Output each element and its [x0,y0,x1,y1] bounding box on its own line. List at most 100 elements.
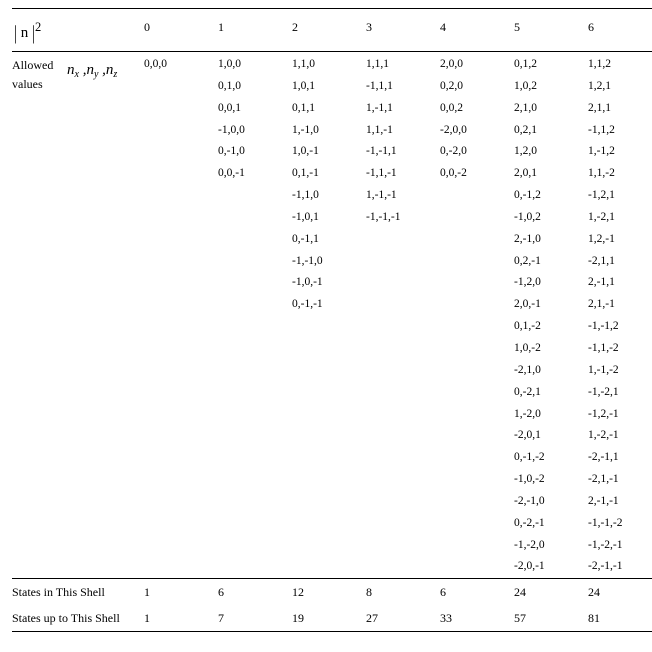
col-4: 4 [440,9,514,52]
triplet-value: -1,1,2 [588,120,652,142]
triplet-value: -1,-1,0 [292,251,366,273]
triplet-value: 2,-1,1 [588,272,652,294]
sis-0: 1 [144,579,218,606]
triplet-value: 2,-1,-1 [588,491,652,513]
allowed-label-1: Allowed [12,56,67,75]
triplet-value: 1,-1,2 [588,141,652,163]
triplet-value: 1,0,-1 [292,141,366,163]
triplet-value: 1,0,1 [292,76,366,98]
triplet-value: 0,2,-1 [514,251,588,273]
nxyz-symbol: nx ,ny ,nz [67,62,117,78]
triplet-value: -1,1,-2 [588,338,652,360]
triplet-value: -1,-2,1 [588,382,652,404]
triplet-value: 2,1,1 [588,98,652,120]
sus-6: 81 [588,605,652,632]
triplet-value: -1,2,1 [588,185,652,207]
triplet-value: 0,2,1 [514,120,588,142]
sis-6: 24 [588,579,652,606]
triplet-value: 1,0,0 [218,54,292,76]
sis-5: 24 [514,579,588,606]
triplets-col-3: 1,1,1-1,1,11,-1,11,1,-1-1,-1,1-1,1,-11,-… [366,52,440,579]
triplet-value: 1,1,-1 [366,120,440,142]
triplet-value: 0,-2,1 [514,382,588,404]
sis-4: 6 [440,579,514,606]
triplet-value: 1,2,1 [588,76,652,98]
triplet-value: 0,0,-2 [440,163,514,185]
triplet-value: -2,1,-1 [588,469,652,491]
sus-0: 1 [144,605,218,632]
triplet-value: -1,0,-2 [514,469,588,491]
triplet-value: 0,1,2 [514,54,588,76]
triplet-value: 1,-2,-1 [588,425,652,447]
col-1: 1 [218,9,292,52]
triplet-value: 1,1,2 [588,54,652,76]
triplets-col-5: 0,1,21,0,22,1,00,2,11,2,02,0,10,-1,2-1,0… [514,52,588,579]
allowed-values-row: Allowed values nx ,ny ,nz 0,0,0 1,0,00,1… [12,52,652,579]
triplet-value: 2,0,-1 [514,294,588,316]
triplet-value: -2,1,1 [588,251,652,273]
triplet-value: 0,0,2 [440,98,514,120]
triplet-value: 1,1,-2 [588,163,652,185]
triplet-value: 2,1,0 [514,98,588,120]
triplet-value: 0,-1,-2 [514,447,588,469]
col-5: 5 [514,9,588,52]
triplet-value: 0,-2,0 [440,141,514,163]
triplet-value: 0,-1,0 [218,141,292,163]
states-upto-shell-label: States up to This Shell [12,605,144,632]
triplet-value: 1,2,-1 [588,229,652,251]
sus-1: 7 [218,605,292,632]
triplets-col-0: 0,0,0 [144,52,218,579]
triplet-value: -1,0,-1 [292,272,366,294]
triplet-value: -2,1,0 [514,360,588,382]
sis-2: 12 [292,579,366,606]
col-2: 2 [292,9,366,52]
triplet-value: 0,0,1 [218,98,292,120]
sis-3: 8 [366,579,440,606]
triplet-value: 1,-1,-2 [588,360,652,382]
sus-5: 57 [514,605,588,632]
sus-3: 27 [366,605,440,632]
triplet-value: -1,-1,2 [588,316,652,338]
triplet-value: 0,1,-2 [514,316,588,338]
triplet-value: 0,-2,-1 [514,513,588,535]
triplet-value: 1,2,0 [514,141,588,163]
triplet-value: 2,-1,0 [514,229,588,251]
states-table: | n |2 0 1 2 3 4 5 6 Allowed values nx ,… [12,8,652,632]
triplet-value: 1,1,0 [292,54,366,76]
triplet-value: 0,-1,-1 [292,294,366,316]
triplet-value: -2,0,1 [514,425,588,447]
triplet-value: 0,-1,2 [514,185,588,207]
triplet-value: 1,0,2 [514,76,588,98]
col-6: 6 [588,9,652,52]
triplets-col-2: 1,1,01,0,10,1,11,-1,01,0,-10,1,-1-1,1,0-… [292,52,366,579]
triplet-value: -2,-1,1 [588,447,652,469]
n-squared-label: | n |2 [12,9,144,52]
triplet-value: 2,0,0 [440,54,514,76]
triplet-value: -1,-1,-1 [366,207,440,229]
triplet-value: 1,-1,1 [366,98,440,120]
triplet-value: 1,0,-2 [514,338,588,360]
sus-4: 33 [440,605,514,632]
states-in-shell-row: States in This Shell 1 6 12 8 6 24 24 [12,579,652,606]
triplet-value: 0,1,1 [292,98,366,120]
triplet-value: 0,0,-1 [218,163,292,185]
triplet-value: 0,-1,1 [292,229,366,251]
triplet-value: 0,1,0 [218,76,292,98]
triplet-value: -1,-2,-1 [588,535,652,557]
triplet-value: -2,-1,0 [514,491,588,513]
triplet-value: -1,1,0 [292,185,366,207]
triplets-col-6: 1,1,21,2,12,1,1-1,1,21,-1,21,1,-2-1,2,1 1… [588,52,652,579]
triplet-value: 0,2,0 [440,76,514,98]
triplet-value: -1,0,2 [514,207,588,229]
triplet-value: -1,1,-1 [366,163,440,185]
triplet-value: -1,2,0 [514,272,588,294]
triplet-value: 1,1,1 [366,54,440,76]
triplet-value: 1,-1,-1 [366,185,440,207]
triplet-value: -2,-1,-1 [588,556,652,578]
triplet-value: -1,-2,0 [514,535,588,557]
allowed-label-2: values [12,75,67,94]
col-0: 0 [144,9,218,52]
sis-1: 6 [218,579,292,606]
triplets-col-1: 1,0,00,1,00,0,1-1,0,00,-1,00,0,-1 [218,52,292,579]
triplet-value: -1,-1,1 [366,141,440,163]
